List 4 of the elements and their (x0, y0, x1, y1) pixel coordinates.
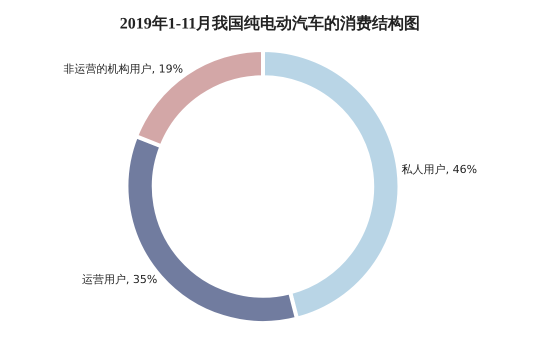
chart-title: 2019年1-11月我国纯电动汽车的消费结构图 (120, 14, 420, 32)
slice-label: 运营用户, 35% (82, 273, 158, 286)
slice-label: 非运营的机构用户, 19% (64, 62, 184, 76)
slice-label: 私人用户, 46% (402, 162, 478, 176)
